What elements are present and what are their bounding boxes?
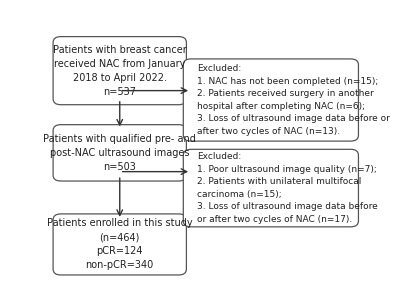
Text: Patients with qualified pre- and
post-NAC ultrasound images
n=503: Patients with qualified pre- and post-NA… bbox=[43, 134, 196, 172]
Text: Patients with breast cancer
received NAC from January
2018 to April 2022.
n=537: Patients with breast cancer received NAC… bbox=[53, 45, 187, 97]
FancyBboxPatch shape bbox=[53, 37, 186, 105]
Text: Excluded:
1. NAC has not been completed (n=15);
2. Patients received surgery in : Excluded: 1. NAC has not been completed … bbox=[197, 64, 390, 136]
FancyBboxPatch shape bbox=[53, 214, 186, 275]
FancyBboxPatch shape bbox=[53, 125, 186, 181]
Text: Excluded:
1. Poor ultrasound image quality (n=7);
2. Patients with unilateral mu: Excluded: 1. Poor ultrasound image quali… bbox=[197, 152, 378, 224]
FancyBboxPatch shape bbox=[183, 149, 358, 227]
FancyBboxPatch shape bbox=[183, 59, 358, 141]
Text: Patients enrolled in this study
(n=464)
pCR=124
non-pCR=340: Patients enrolled in this study (n=464) … bbox=[47, 218, 192, 271]
